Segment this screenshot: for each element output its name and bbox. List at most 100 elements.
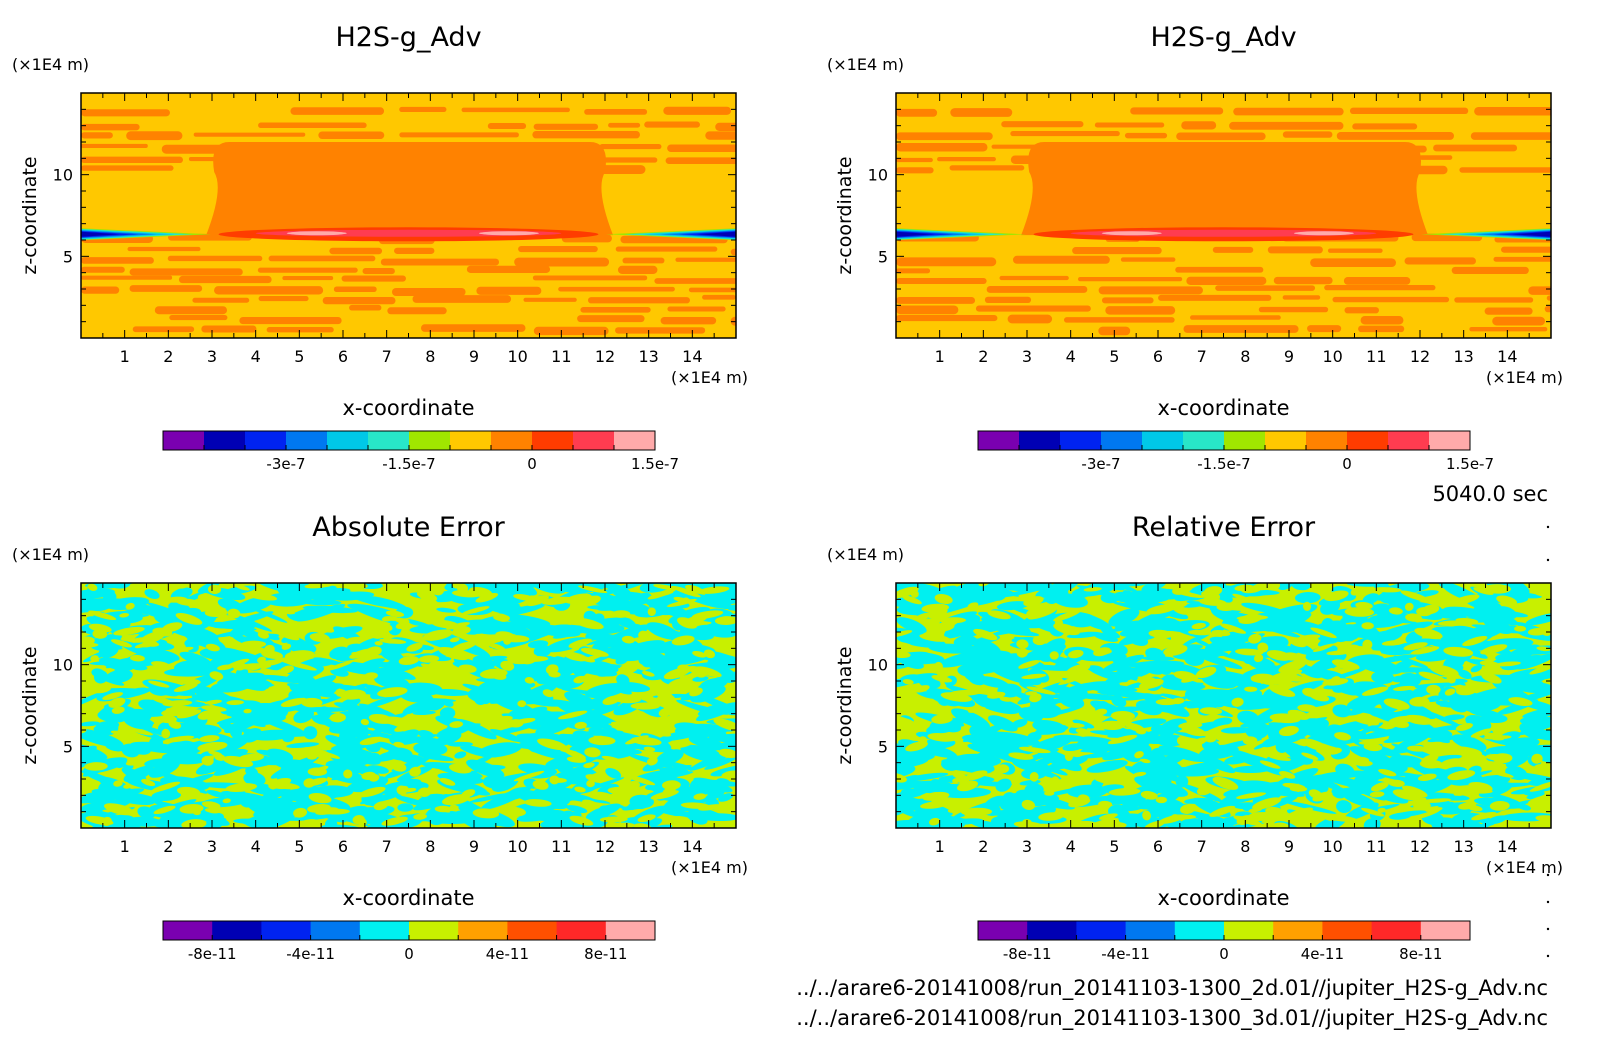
field-blob: [103, 612, 143, 624]
chart-title: H2S-g_Adv: [1150, 22, 1296, 53]
field-stripe: [394, 247, 435, 254]
field-blob: [1334, 732, 1351, 741]
field-blob: [979, 650, 1012, 661]
field-stripe: [1336, 131, 1455, 140]
x-tick-label: 12: [595, 837, 615, 856]
field-blob: [1508, 671, 1551, 690]
field-blob: [1026, 664, 1076, 671]
field-blob: [1381, 640, 1406, 646]
field-blob: [513, 789, 568, 810]
colorbar-tick-label: 8e-11: [1399, 945, 1442, 963]
field-blob: [621, 797, 630, 807]
field-stripe: [81, 266, 125, 273]
field-blob: [946, 755, 979, 768]
field-blob: [919, 639, 952, 653]
field-blob: [1195, 666, 1217, 679]
field-blob: [1241, 602, 1285, 614]
colorbar-swatch: [163, 431, 205, 450]
field-blob: [483, 599, 521, 607]
field-blob: [618, 663, 639, 675]
field-blob: [279, 632, 300, 641]
x-tick-label: 5: [294, 837, 304, 856]
field-blob: [1409, 696, 1430, 707]
field-stripe: [341, 275, 406, 282]
field-blob: [693, 793, 707, 800]
field-blob: [686, 810, 708, 825]
field-stripe: [412, 295, 512, 303]
field-blob: [1536, 646, 1551, 652]
field-blob: [1240, 718, 1274, 728]
field-blob: [643, 652, 666, 662]
field-stripe: [420, 324, 526, 332]
field-blob: [1129, 596, 1144, 610]
field-blob: [1418, 671, 1446, 682]
field-stripe: [167, 255, 263, 262]
field-blob: [1489, 801, 1510, 811]
field-blob: [1517, 689, 1551, 702]
field-stripe: [81, 143, 148, 148]
field-blob: [442, 674, 456, 680]
field-stripe: [533, 326, 609, 336]
field-blob: [712, 587, 736, 602]
field-blob: [168, 720, 182, 729]
y-tick-label: 10: [868, 656, 888, 675]
field-blob: [217, 672, 265, 686]
colorbar-swatch: [261, 921, 312, 940]
field-blob: [1371, 782, 1389, 792]
field-stripe: [239, 316, 342, 325]
field-blob: [1351, 715, 1380, 726]
field-blob: [1312, 643, 1334, 652]
field-blob: [995, 778, 1012, 792]
field-blob: [1219, 641, 1236, 650]
field-blob: [954, 583, 1001, 596]
field-blob: [398, 656, 419, 665]
field-blob: [1086, 665, 1104, 672]
field-blob: [1113, 821, 1123, 828]
field-blob: [1479, 660, 1499, 667]
field-stripe: [1358, 325, 1405, 333]
field-blob: [977, 666, 1009, 672]
field-blob: [1451, 734, 1487, 752]
field-blob: [360, 718, 370, 726]
field-blob: [358, 786, 386, 798]
field-blob: [1427, 735, 1459, 743]
field-stripe: [532, 275, 648, 281]
field-blob: [422, 629, 453, 641]
field-stripe: [667, 144, 736, 153]
field-stripe: [81, 286, 120, 294]
field-blob: [197, 593, 215, 603]
edge-jet: [697, 231, 736, 237]
field-blob: [281, 643, 292, 650]
field-blob: [329, 713, 346, 723]
field-blob: [671, 635, 695, 646]
field-blob: [1181, 725, 1207, 737]
marker-dot: [1546, 873, 1550, 877]
field-blob: [1216, 604, 1248, 611]
field-blob: [234, 584, 250, 591]
field-blob: [1535, 591, 1545, 596]
plume-core: [206, 142, 613, 236]
field-blob: [1150, 724, 1175, 736]
field-blob: [1220, 727, 1253, 734]
field-blob: [1135, 700, 1163, 716]
field-blob: [379, 638, 407, 644]
field-blob: [1405, 613, 1422, 622]
field-blob: [176, 786, 201, 797]
field-blob: [313, 765, 329, 773]
field-blob: [484, 772, 537, 786]
colorbar-tick-label: -1.5e-7: [382, 455, 435, 473]
x-tick-label: 4: [251, 347, 261, 366]
field-blob: [614, 695, 642, 704]
field-blob: [1072, 719, 1095, 729]
field-blob: [1098, 800, 1113, 808]
x-axis-label: x-coordinate: [342, 396, 474, 420]
field-blob: [1269, 713, 1301, 724]
field-stripe: [154, 306, 228, 315]
field-blob: [114, 664, 131, 674]
chart-panel-2: H2S-g_Adv (×1E4 m) (×1E4 m) x-coordinate z-c…: [827, 22, 1563, 473]
field-blob: [257, 659, 283, 667]
colorbar-swatch: [409, 431, 451, 450]
field-blob: [361, 771, 377, 780]
field-blob: [967, 602, 979, 610]
field-blob: [282, 770, 304, 781]
